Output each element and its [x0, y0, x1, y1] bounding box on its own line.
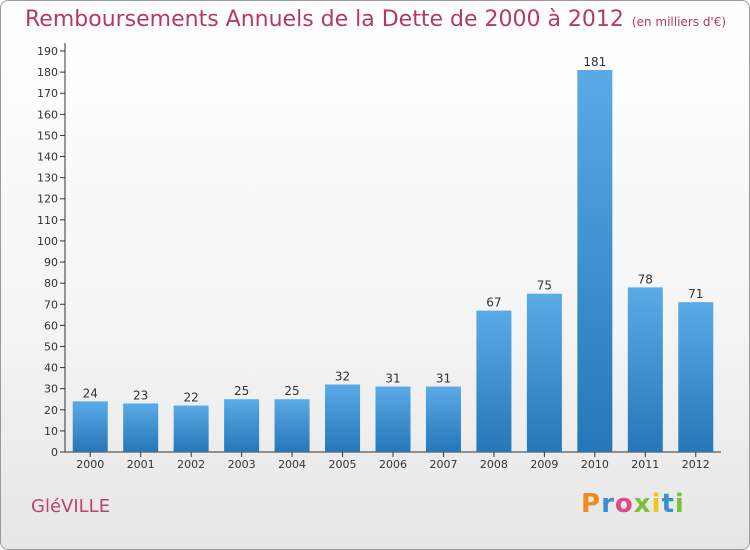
- data-label-2004: 25: [284, 384, 299, 398]
- x-tick-label-2012: 2012: [682, 458, 710, 471]
- y-tick-label: 70: [44, 298, 58, 311]
- logo-letter: x: [633, 489, 652, 519]
- bar-2010: [577, 69, 613, 452]
- data-label-2011: 78: [638, 272, 653, 286]
- y-tick-label: 0: [51, 446, 58, 459]
- data-label-2005: 32: [335, 369, 350, 383]
- bar-2009: [526, 293, 562, 452]
- data-label-2008: 67: [486, 296, 501, 310]
- x-tick-label-2004: 2004: [278, 458, 306, 471]
- bar-2000: [72, 401, 108, 452]
- x-tick-label-2011: 2011: [631, 458, 659, 471]
- y-tick-label: 180: [37, 66, 58, 79]
- commune-name: GléVILLE: [31, 496, 111, 517]
- data-label-2010: 181: [583, 55, 606, 69]
- logo-letter: t: [661, 489, 675, 519]
- data-label-2007: 31: [436, 372, 451, 386]
- bar-2007: [425, 386, 461, 452]
- y-tick-label: 20: [44, 404, 58, 417]
- y-tick-label: 150: [37, 129, 58, 142]
- y-tick-label: 30: [44, 383, 58, 396]
- bar-2003: [224, 399, 260, 452]
- data-label-2003: 25: [234, 384, 249, 398]
- data-label-2002: 22: [184, 391, 199, 405]
- y-tick-label: 80: [44, 277, 58, 290]
- x-tick-label-2007: 2007: [429, 458, 457, 471]
- x-tick-label-2009: 2009: [530, 458, 558, 471]
- bar-2008: [476, 310, 512, 452]
- chart-title-text: Remboursements Annuels de la Dette de 20…: [25, 7, 624, 32]
- x-tick-label-2002: 2002: [177, 458, 205, 471]
- y-tick-label: 10: [44, 425, 58, 438]
- x-tick-label-2003: 2003: [228, 458, 256, 471]
- x-tick-label-2000: 2000: [76, 458, 104, 471]
- x-tick-label-2006: 2006: [379, 458, 407, 471]
- data-label-2009: 75: [537, 279, 552, 293]
- bar-2001: [123, 403, 159, 452]
- bar-2006: [375, 386, 411, 452]
- y-tick-label: 100: [37, 235, 58, 248]
- logo-letter: i: [674, 489, 685, 519]
- x-tick-label-2005: 2005: [329, 458, 357, 471]
- y-tick-label: 40: [44, 362, 58, 375]
- data-label-2012: 71: [688, 287, 703, 301]
- logo-letter: r: [601, 489, 615, 519]
- chart-title: Remboursements Annuels de la Dette de 20…: [25, 7, 726, 32]
- x-tick-label-2001: 2001: [127, 458, 155, 471]
- logo-letter: o: [614, 489, 634, 519]
- bar-2002: [173, 405, 209, 452]
- bar-2004: [274, 399, 310, 452]
- y-tick-label: 60: [44, 319, 58, 332]
- y-tick-label: 190: [37, 45, 58, 58]
- x-tick-label-2008: 2008: [480, 458, 508, 471]
- data-label-2001: 23: [133, 388, 148, 402]
- y-tick-label: 140: [37, 151, 58, 164]
- bar-2012: [678, 302, 714, 452]
- y-tick-label: 170: [37, 87, 58, 100]
- data-label-2006: 31: [385, 372, 400, 386]
- y-tick-label: 110: [37, 214, 58, 227]
- y-tick-label: 120: [37, 193, 58, 206]
- logo-letter: i: [651, 489, 662, 519]
- bar-2011: [627, 287, 663, 452]
- x-tick-label-2010: 2010: [581, 458, 609, 471]
- y-tick-label: 50: [44, 340, 58, 353]
- logo-letter: P: [581, 489, 602, 519]
- y-tick-label: 160: [37, 108, 58, 121]
- chart-unit: (en milliers d'€): [631, 15, 727, 29]
- y-tick-label: 90: [44, 256, 58, 269]
- proxiti-logo: Proxiti: [581, 489, 685, 519]
- bar-2005: [325, 384, 361, 452]
- data-label-2000: 24: [83, 386, 98, 400]
- y-tick-label: 130: [37, 172, 58, 185]
